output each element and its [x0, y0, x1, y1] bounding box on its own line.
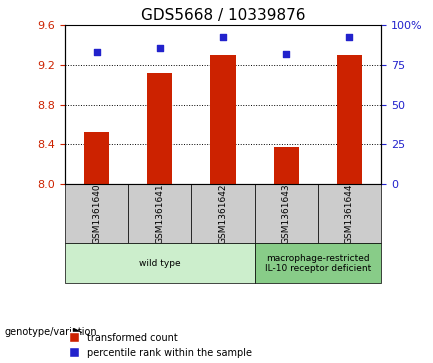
Title: GDS5668 / 10339876: GDS5668 / 10339876 [141, 8, 305, 23]
FancyBboxPatch shape [255, 244, 381, 283]
Bar [147, 73, 172, 184]
Legend: transformed count, percentile rank within the sample: transformed count, percentile rank withi… [65, 329, 256, 362]
Point [283, 51, 290, 57]
Text: GSM1361641: GSM1361641 [155, 183, 164, 244]
Text: macrophage-restricted
IL-10 receptor deficient: macrophage-restricted IL-10 receptor def… [265, 254, 371, 273]
Text: GSM1361643: GSM1361643 [282, 183, 291, 244]
Text: GSM1361640: GSM1361640 [92, 183, 101, 244]
FancyBboxPatch shape [128, 184, 191, 244]
FancyBboxPatch shape [65, 184, 128, 244]
Text: GSM1361642: GSM1361642 [219, 184, 227, 244]
Bar [210, 55, 236, 184]
Text: genotype/variation: genotype/variation [4, 327, 97, 337]
FancyBboxPatch shape [191, 184, 255, 244]
Text: wild type: wild type [139, 259, 181, 268]
Point [220, 34, 226, 40]
Bar [274, 147, 299, 184]
Point [156, 45, 163, 50]
Bar [84, 132, 109, 184]
Bar [337, 55, 362, 184]
FancyBboxPatch shape [65, 244, 255, 283]
FancyBboxPatch shape [255, 184, 318, 244]
Point [346, 34, 353, 40]
Point [93, 49, 100, 55]
Text: GSM1361644: GSM1361644 [345, 184, 354, 244]
FancyBboxPatch shape [318, 184, 381, 244]
